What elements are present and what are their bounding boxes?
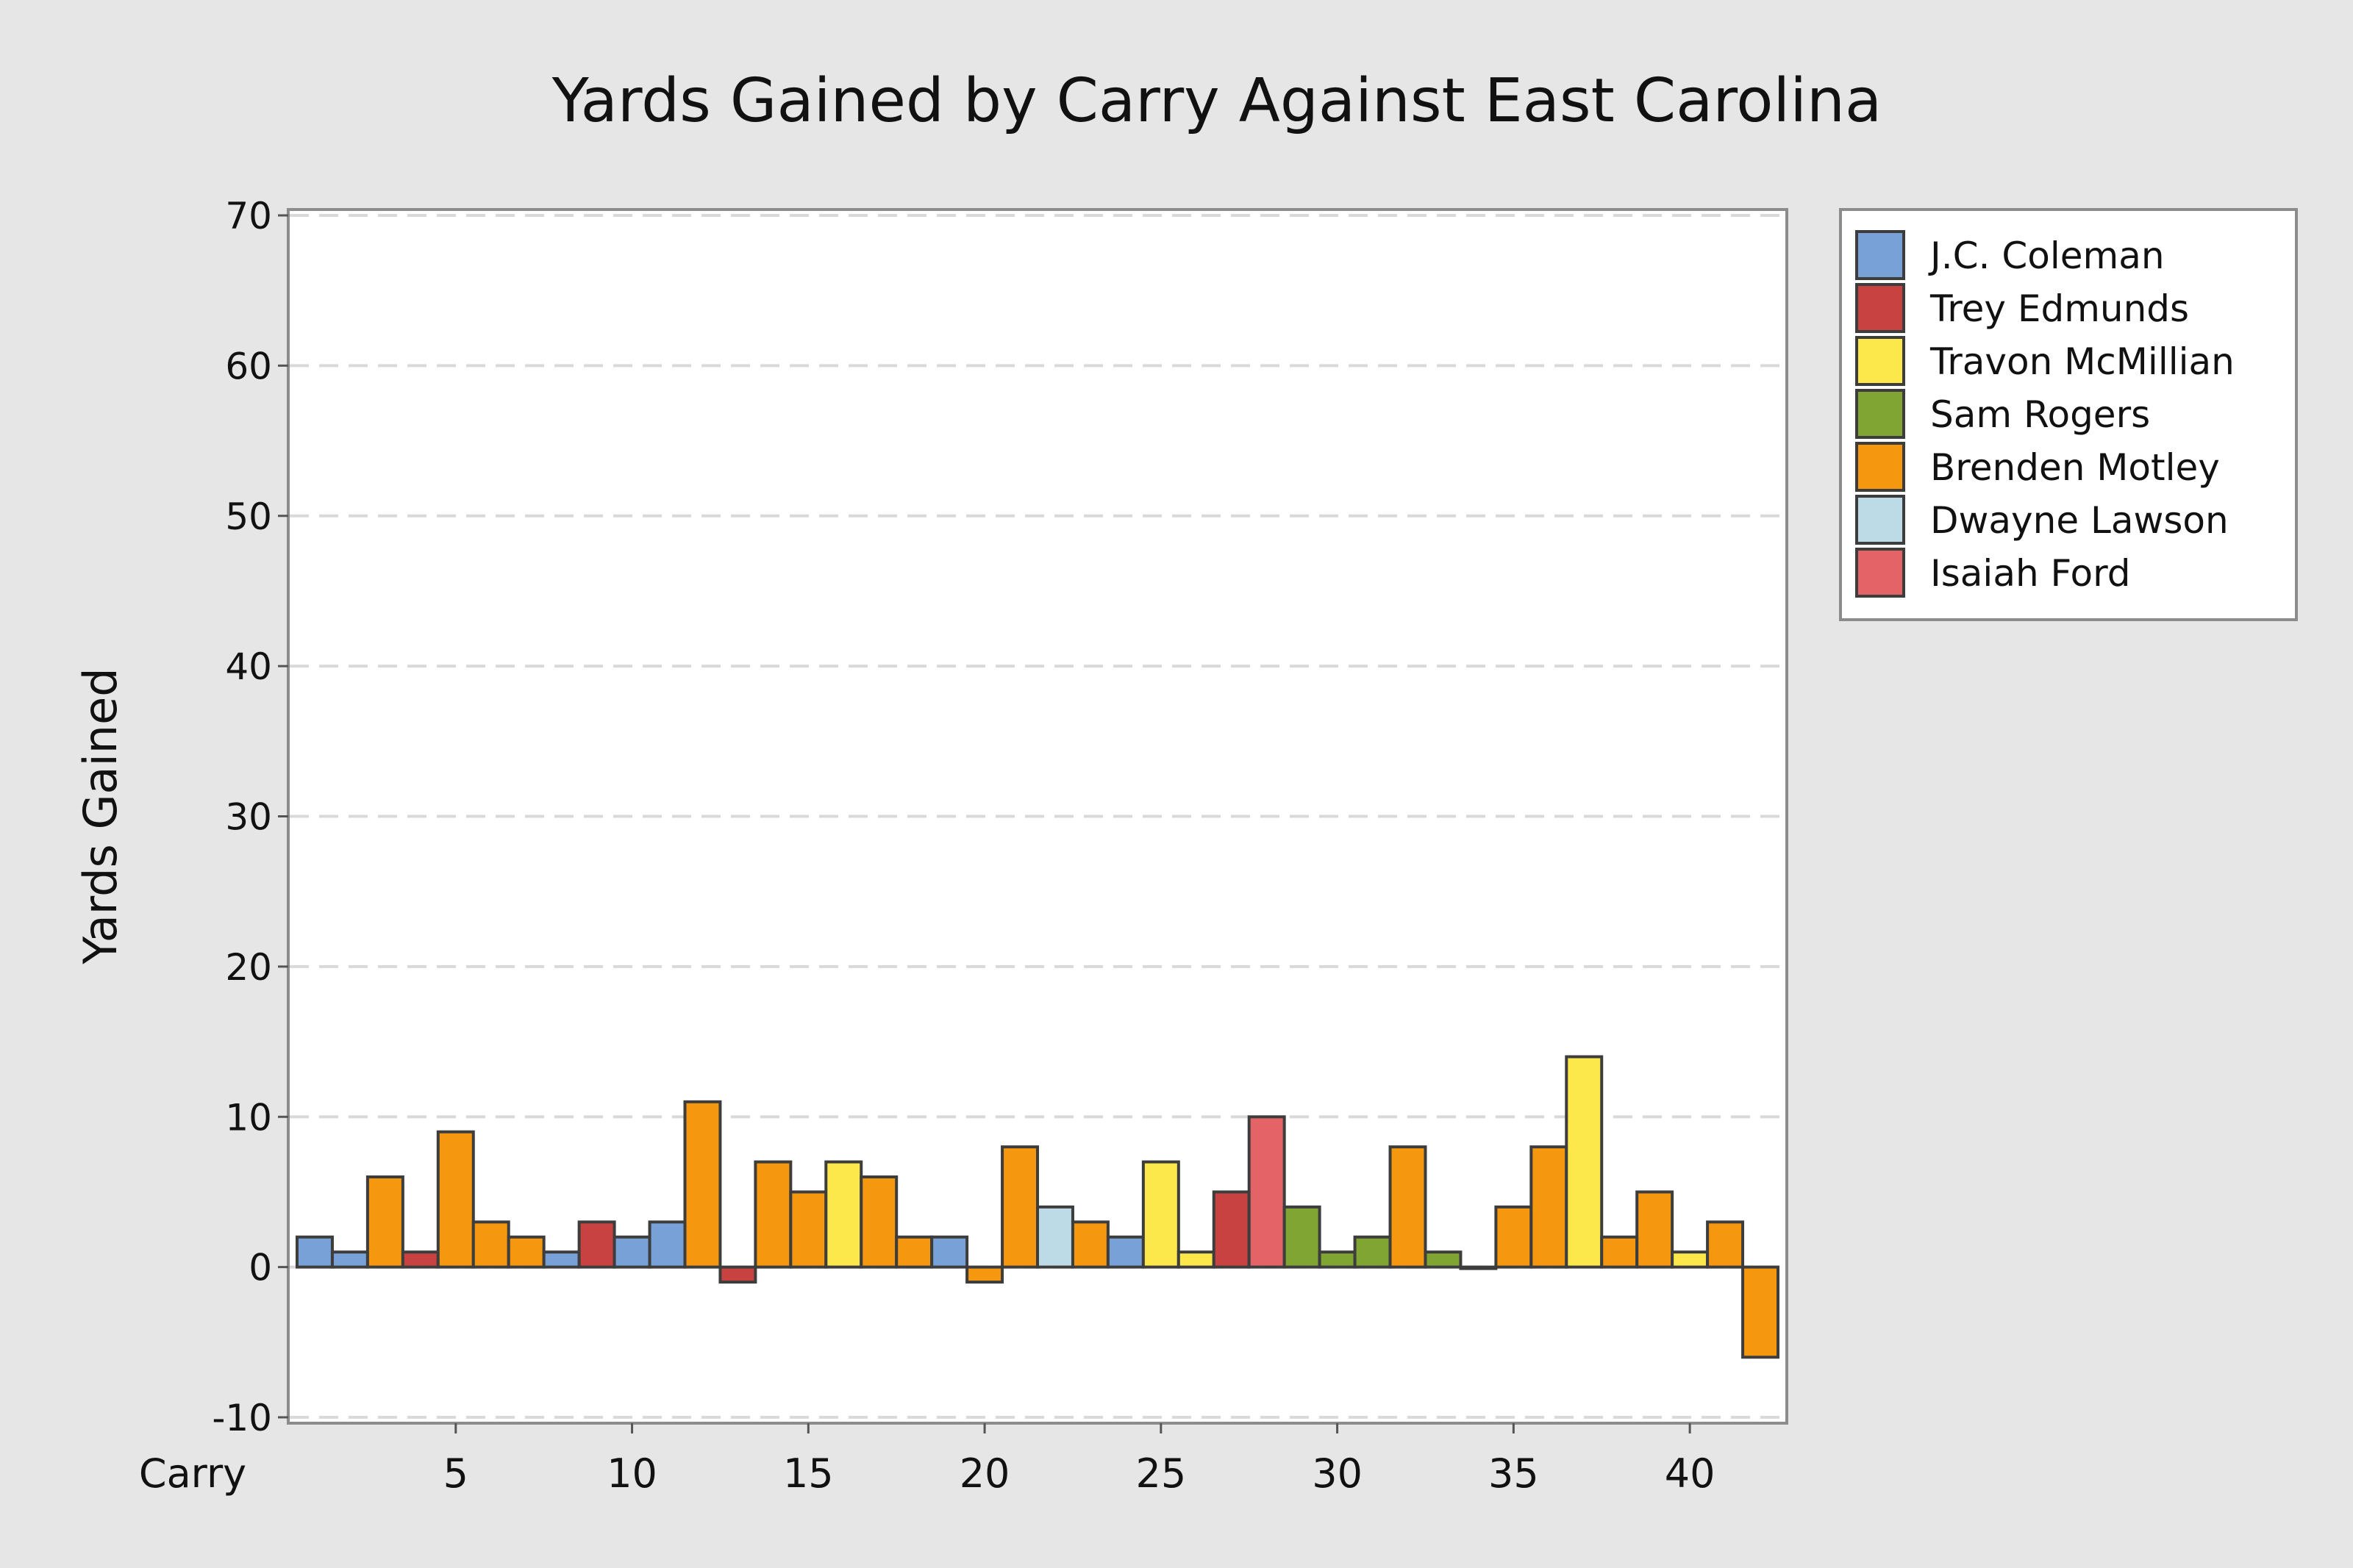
chart-title: Yards Gained by Carry Against East Carol… (551, 66, 1882, 136)
bar (613, 1235, 651, 1269)
bar (1353, 1235, 1392, 1269)
legend-swatch (1855, 230, 1905, 280)
bars (296, 1055, 1779, 1359)
bar (1001, 1145, 1039, 1269)
y-tick-label: 10 (225, 1096, 272, 1139)
y-axis-ticks: -10 0 10 20 30 40 50 60 70 (212, 195, 288, 1439)
legend-label: Brenden Motley (1930, 446, 2220, 489)
legend-swatch (1855, 495, 1905, 545)
x-tick-label: 20 (960, 1450, 1010, 1497)
y-tick-label: -10 (212, 1397, 272, 1439)
bar (648, 1220, 687, 1269)
x-tick-label: 10 (607, 1450, 657, 1497)
legend-label: Isaiah Ford (1930, 552, 2131, 595)
bar (577, 1220, 616, 1269)
legend-label: Travon McMillian (1929, 340, 2235, 383)
x-axis-label: Carry (139, 1450, 246, 1497)
y-tick-label: 60 (225, 345, 272, 387)
bar (1494, 1205, 1533, 1269)
legend-swatch (1855, 389, 1905, 439)
legend-label: Dwayne Lawson (1930, 499, 2229, 542)
bar (401, 1250, 440, 1269)
legend-box (1839, 208, 2298, 621)
bar (754, 1160, 793, 1269)
bar (965, 1265, 1004, 1284)
y-tick-label: 0 (249, 1247, 272, 1289)
bar (1600, 1235, 1639, 1269)
bar (1706, 1220, 1745, 1269)
y-tick-label: 50 (225, 495, 272, 538)
bar (1176, 1250, 1215, 1269)
bar (436, 1130, 475, 1269)
legend-label: Sam Rogers (1930, 393, 2150, 436)
bar (789, 1190, 828, 1269)
bar (1635, 1190, 1674, 1269)
legend-swatch (1855, 442, 1905, 492)
bar (1424, 1250, 1463, 1269)
bar (1282, 1205, 1321, 1269)
legend-swatch (1855, 336, 1905, 386)
legend-swatch (1855, 548, 1905, 598)
x-tick-label: 25 (1135, 1450, 1186, 1497)
x-tick-label: 40 (1665, 1450, 1715, 1497)
bar (860, 1175, 899, 1269)
bar (1318, 1250, 1357, 1269)
bar (1036, 1205, 1074, 1269)
bar (1071, 1220, 1110, 1269)
y-axis-label: Yards Gained (74, 667, 127, 964)
x-tick-label: 5 (443, 1450, 468, 1497)
legend-label: Trey Edmunds (1929, 287, 2189, 330)
legend-label: J.C. Coleman (1928, 235, 2165, 277)
bar (1671, 1250, 1710, 1269)
bar (1529, 1145, 1568, 1269)
bar (1459, 1265, 1498, 1270)
x-tick-label: 35 (1488, 1450, 1539, 1497)
bar (1247, 1115, 1286, 1269)
x-tick-label: 30 (1312, 1450, 1363, 1497)
bar (1388, 1145, 1427, 1269)
bar (1741, 1265, 1779, 1359)
bar (930, 1235, 969, 1269)
bar (365, 1175, 404, 1269)
bar (471, 1220, 510, 1269)
bar (330, 1250, 369, 1269)
bar (507, 1235, 546, 1269)
bar (895, 1235, 934, 1269)
x-axis-ticks: 5 10 15 20 25 30 35 40 (443, 1423, 1715, 1497)
y-tick-label: 30 (225, 796, 272, 839)
bar (1106, 1235, 1145, 1269)
bar (1212, 1190, 1251, 1269)
legend: J.C. Coleman Trey Edmunds Travon McMillian… (1839, 208, 2298, 621)
bar (824, 1160, 863, 1269)
bar (296, 1235, 334, 1269)
y-tick-label: 40 (225, 645, 272, 688)
y-tick-label: 70 (225, 195, 272, 237)
bar (1565, 1055, 1604, 1269)
legend-swatch (1855, 283, 1905, 333)
bar (1141, 1160, 1180, 1269)
y-tick-label: 20 (225, 946, 272, 989)
bar (683, 1100, 722, 1269)
bar (542, 1250, 581, 1269)
x-tick-label: 15 (783, 1450, 834, 1497)
bar (718, 1265, 757, 1284)
